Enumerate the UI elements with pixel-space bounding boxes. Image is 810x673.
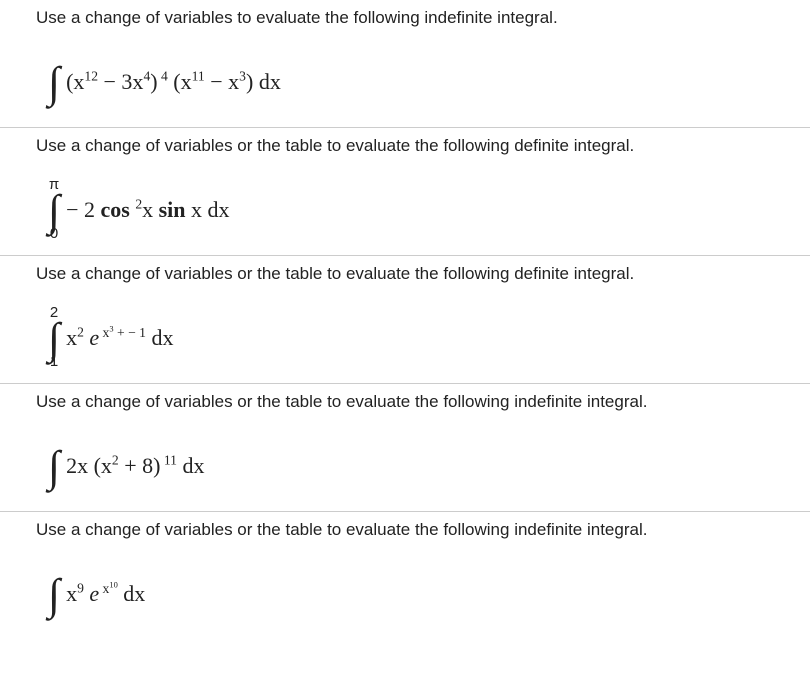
integral-expression: π∫0 − 2 cos 2x sin x dx — [36, 170, 774, 243]
integral-lower-bound — [52, 611, 56, 627]
problem-prompt: Use a change of variables or the table t… — [36, 264, 774, 284]
problem-prompt: Use a change of variables or the table t… — [36, 136, 774, 156]
integral-symbol: ∫ — [48, 434, 60, 499]
integral-lower-bound: 0 — [50, 227, 58, 243]
integral-sign-icon: ∫ — [48, 450, 60, 483]
integral-sign-icon: ∫ — [48, 66, 60, 99]
integrand: x2 e x3 + − 1 dx — [66, 326, 173, 350]
integral-symbol: ∫ — [48, 50, 60, 115]
problem-prompt: Use a change of variables or the table t… — [36, 520, 774, 540]
problem-4: Use a change of variables or the table t… — [0, 384, 810, 512]
integral-expression: ∫ x9 e x10 dx — [36, 554, 774, 627]
integral-sign-icon: ∫ — [48, 322, 60, 355]
integrand: x9 e x10 dx — [66, 582, 145, 606]
integral-lower-bound: 1 — [50, 355, 58, 371]
integral-symbol: ∫ — [48, 562, 60, 627]
problem-prompt: Use a change of variables or the table t… — [36, 392, 774, 412]
integral-expression: 2∫1 x2 e x3 + − 1 dx — [36, 298, 774, 371]
integral-sign-icon: ∫ — [48, 194, 60, 227]
integrand: 2x (x2 + 8) 11 dx — [66, 454, 204, 478]
problem-5: Use a change of variables or the table t… — [0, 512, 810, 639]
integral-lower-bound — [52, 483, 56, 499]
integral-expression: ∫ 2x (x2 + 8) 11 dx — [36, 426, 774, 499]
integral-symbol: 2∫1 — [48, 306, 60, 371]
problem-3: Use a change of variables or the table t… — [0, 256, 810, 384]
integral-expression: ∫ (x12 − 3x4) 4 (x11 − x3) dx — [36, 42, 774, 115]
problem-2: Use a change of variables or the table t… — [0, 128, 810, 256]
integral-sign-icon: ∫ — [48, 578, 60, 611]
problem-prompt: Use a change of variables to evaluate th… — [36, 8, 774, 28]
integrand: − 2 cos 2x sin x dx — [66, 198, 229, 222]
integrand: (x12 − 3x4) 4 (x11 − x3) dx — [66, 70, 281, 94]
integral-symbol: π∫0 — [48, 178, 60, 243]
problem-1: Use a change of variables to evaluate th… — [0, 0, 810, 128]
integral-lower-bound — [52, 99, 56, 115]
